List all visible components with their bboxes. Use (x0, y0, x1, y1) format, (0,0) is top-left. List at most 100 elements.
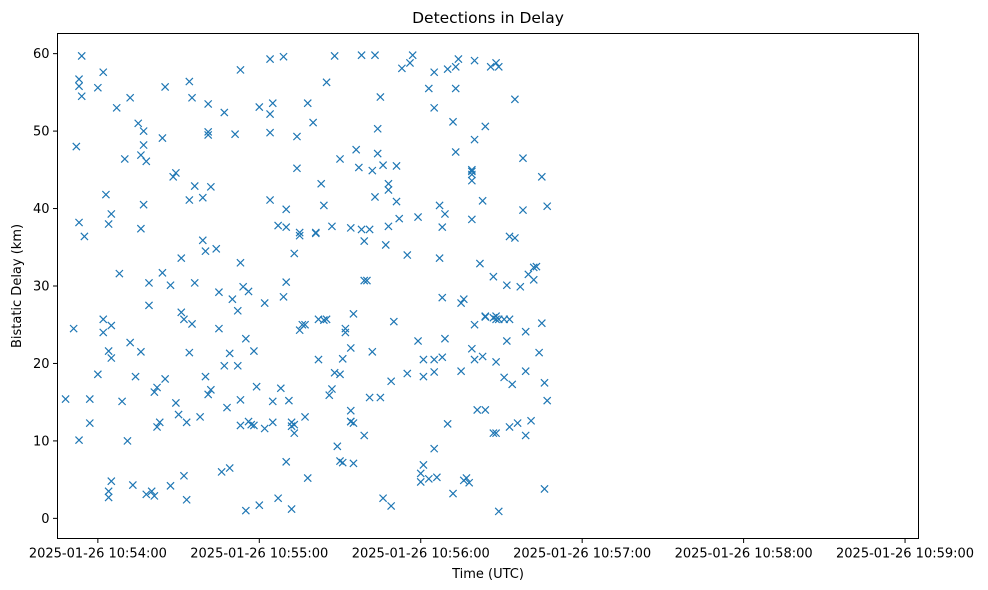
data-point (260, 424, 269, 433)
data-point (435, 254, 444, 263)
data-point (107, 477, 116, 486)
data-point (201, 247, 210, 256)
y-axis-title: Bistatic Delay (km) (10, 224, 25, 348)
data-point (438, 353, 447, 362)
data-point (518, 206, 528, 215)
data-point (107, 321, 116, 330)
data-point (99, 68, 108, 77)
data-point (179, 471, 188, 480)
plot-frame (57, 33, 919, 539)
data-point (535, 348, 544, 357)
data-point (190, 182, 199, 191)
data-point (139, 127, 148, 136)
data-point (118, 397, 127, 406)
data-point (222, 403, 232, 412)
data-point (85, 419, 94, 428)
data-point (301, 412, 310, 421)
data-point (338, 354, 347, 363)
data-point (357, 51, 366, 60)
data-point (268, 397, 277, 406)
data-point (85, 395, 94, 404)
data-point (126, 338, 135, 347)
data-point (416, 477, 425, 486)
data-point (335, 370, 345, 379)
data-point (150, 388, 159, 397)
data-point (473, 405, 482, 414)
data-point (252, 382, 261, 391)
data-point (486, 62, 495, 71)
data-point (465, 478, 474, 487)
data-point (392, 161, 401, 170)
data-point (448, 117, 458, 126)
data-point (150, 491, 159, 500)
data-point (188, 93, 197, 102)
data-point (249, 421, 258, 430)
x-tick-label: 2025-01-26 10:57:00 (513, 547, 651, 562)
x-tick-label: 2025-01-26 10:58:00 (675, 547, 813, 562)
data-point (99, 315, 108, 324)
data-point (435, 201, 444, 210)
data-point (309, 118, 318, 127)
data-point (177, 308, 186, 317)
data-point (502, 336, 511, 346)
data-point (510, 233, 519, 243)
data-point (266, 110, 275, 119)
data-point (233, 306, 242, 315)
data-point (470, 320, 479, 329)
data-point (236, 395, 245, 404)
data-point (443, 419, 452, 428)
data-point (330, 51, 339, 60)
data-point (430, 444, 439, 453)
data-point (279, 52, 288, 61)
data-point (295, 231, 304, 240)
data-point (282, 457, 291, 466)
data-point (370, 192, 380, 201)
data-point (225, 463, 234, 473)
data-point (360, 237, 369, 246)
data-point (212, 244, 221, 253)
data-point (373, 124, 382, 133)
data-point (298, 320, 307, 329)
data-point (295, 228, 304, 237)
data-point (532, 262, 541, 271)
data-point (513, 419, 522, 428)
data-point (301, 320, 310, 329)
data-point (384, 185, 393, 194)
data-point (107, 354, 116, 363)
data-point (75, 218, 84, 227)
data-point (430, 367, 439, 376)
data-point (139, 141, 148, 150)
y-tick-label: 40 (33, 202, 50, 217)
data-point (457, 367, 466, 376)
data-point (77, 92, 86, 101)
data-point (451, 62, 460, 71)
data-point (153, 422, 162, 431)
data-point (153, 383, 162, 392)
data-point (80, 232, 89, 241)
data-point (225, 349, 234, 358)
data-point (190, 278, 199, 287)
x-tick-label: 2025-01-26 10:54:00 (29, 547, 167, 562)
data-point (201, 372, 210, 381)
data-point (93, 370, 102, 379)
data-point (365, 393, 374, 402)
data-point (502, 281, 511, 290)
data-point (185, 348, 194, 357)
data-point (432, 473, 441, 482)
data-point (521, 367, 530, 376)
data-point (443, 65, 452, 74)
data-point (182, 418, 191, 427)
data-point (370, 51, 380, 60)
data-point (198, 193, 207, 202)
data-point (451, 147, 460, 157)
data-point (196, 412, 205, 421)
data-point (430, 68, 439, 77)
data-point (368, 166, 377, 175)
data-point (357, 225, 366, 234)
data-points (62, 51, 552, 516)
data-point (158, 268, 167, 277)
data-point (177, 254, 186, 263)
data-point (101, 190, 110, 199)
data-point (387, 377, 396, 386)
data-point (438, 223, 447, 232)
